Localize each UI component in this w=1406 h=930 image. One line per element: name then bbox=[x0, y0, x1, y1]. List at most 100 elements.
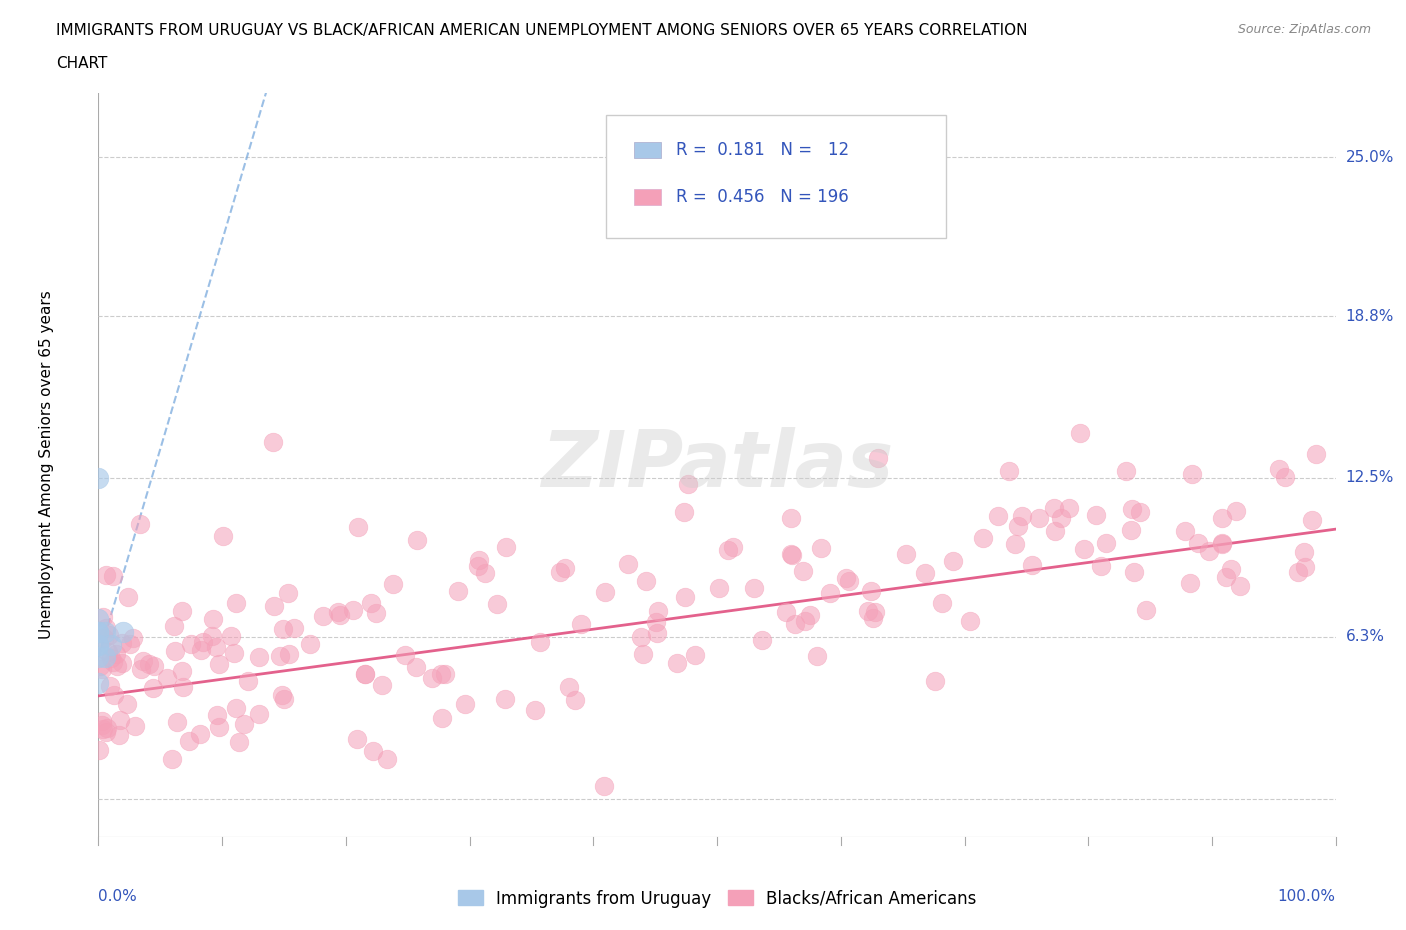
Point bbox=[354, 666, 377, 681]
Point bbox=[592, 778, 614, 793]
Point bbox=[219, 629, 242, 644]
Text: 12.5%: 12.5% bbox=[1346, 471, 1393, 485]
Point bbox=[467, 553, 489, 568]
Point bbox=[862, 610, 884, 625]
Point bbox=[354, 667, 377, 682]
Point bbox=[232, 717, 254, 732]
Point bbox=[495, 539, 517, 554]
Point bbox=[375, 751, 398, 766]
Point bbox=[138, 657, 160, 671]
Point bbox=[1043, 524, 1066, 538]
Point bbox=[94, 724, 117, 739]
Point bbox=[263, 598, 285, 613]
Point bbox=[894, 547, 917, 562]
Point bbox=[118, 636, 141, 651]
Point bbox=[208, 656, 231, 671]
Point bbox=[177, 734, 200, 749]
Point bbox=[273, 692, 295, 707]
Point bbox=[298, 637, 321, 652]
Point bbox=[87, 637, 110, 652]
Point bbox=[494, 692, 516, 707]
Point bbox=[1187, 536, 1209, 551]
Point bbox=[108, 713, 131, 728]
FancyBboxPatch shape bbox=[634, 189, 661, 206]
Point bbox=[89, 658, 111, 673]
Text: CHART: CHART bbox=[56, 56, 108, 71]
Text: Unemployment Among Seniors over 65 years: Unemployment Among Seniors over 65 years bbox=[39, 291, 53, 640]
Point bbox=[666, 656, 689, 671]
Point bbox=[558, 680, 581, 695]
Point bbox=[93, 624, 115, 639]
Point bbox=[799, 607, 821, 622]
Point bbox=[647, 625, 669, 640]
Point bbox=[87, 675, 110, 690]
Point bbox=[363, 744, 385, 759]
Point bbox=[529, 635, 551, 650]
Point bbox=[201, 629, 224, 644]
Point bbox=[225, 595, 247, 610]
Point bbox=[277, 586, 299, 601]
Point bbox=[205, 708, 228, 723]
Point bbox=[454, 697, 477, 711]
Point bbox=[1123, 565, 1146, 579]
Point bbox=[420, 671, 443, 685]
Point bbox=[124, 719, 146, 734]
Point bbox=[554, 561, 576, 576]
Point bbox=[859, 583, 882, 598]
Point bbox=[1294, 560, 1316, 575]
Point bbox=[87, 624, 110, 639]
Point bbox=[1050, 511, 1073, 525]
Point bbox=[751, 633, 773, 648]
Point bbox=[180, 636, 202, 651]
Point bbox=[924, 673, 946, 688]
Point bbox=[91, 662, 114, 677]
Point bbox=[222, 645, 245, 660]
Point bbox=[835, 571, 858, 586]
Point bbox=[346, 732, 368, 747]
Point bbox=[1057, 500, 1080, 515]
Point bbox=[717, 543, 740, 558]
Point bbox=[346, 520, 368, 535]
Point bbox=[430, 666, 453, 681]
Point bbox=[1286, 565, 1309, 579]
Point bbox=[91, 610, 114, 625]
Point bbox=[271, 622, 294, 637]
Point bbox=[1211, 511, 1233, 525]
Point bbox=[1135, 603, 1157, 618]
Point bbox=[405, 659, 427, 674]
Point bbox=[87, 650, 110, 665]
Point bbox=[105, 659, 128, 674]
Point bbox=[433, 666, 456, 681]
Point bbox=[775, 604, 797, 619]
Point bbox=[780, 548, 803, 563]
Point bbox=[262, 434, 284, 449]
Point bbox=[818, 586, 841, 601]
Point bbox=[94, 567, 117, 582]
Point bbox=[326, 605, 349, 620]
Legend: Immigrants from Uruguay, Blacks/African Americans: Immigrants from Uruguay, Blacks/African … bbox=[451, 883, 983, 914]
Point bbox=[160, 751, 183, 766]
Point bbox=[143, 658, 166, 673]
Point bbox=[972, 530, 994, 545]
Point bbox=[100, 651, 122, 666]
Point bbox=[103, 687, 125, 702]
Point bbox=[172, 679, 194, 694]
Point bbox=[238, 673, 260, 688]
Point bbox=[108, 728, 131, 743]
Point bbox=[193, 634, 215, 649]
Text: R =  0.181   N =   12: R = 0.181 N = 12 bbox=[676, 141, 849, 159]
Point bbox=[486, 597, 509, 612]
Point bbox=[190, 643, 212, 658]
Point bbox=[550, 565, 572, 579]
Point bbox=[523, 702, 546, 717]
Point bbox=[467, 559, 489, 574]
Point bbox=[780, 547, 803, 562]
Point bbox=[312, 608, 335, 623]
Point bbox=[858, 604, 880, 618]
Point bbox=[103, 568, 125, 583]
Point bbox=[156, 671, 179, 685]
Point bbox=[1028, 511, 1050, 525]
Point bbox=[1129, 504, 1152, 519]
Point bbox=[228, 735, 250, 750]
Point bbox=[1229, 578, 1251, 593]
